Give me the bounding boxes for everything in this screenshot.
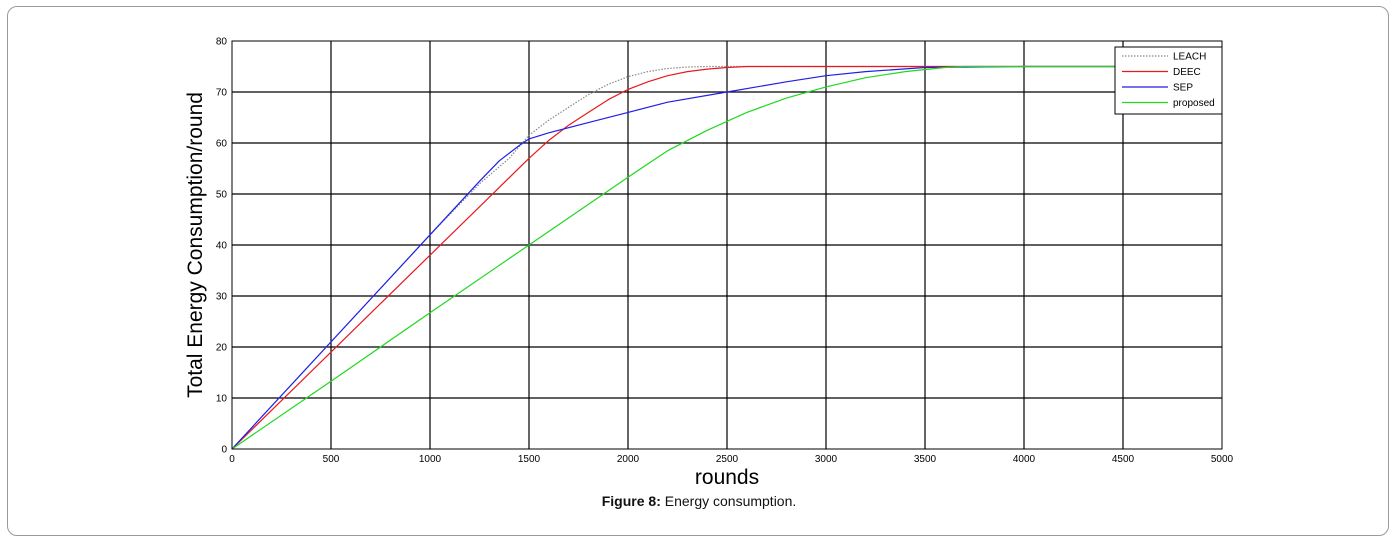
y-axis-label: Total Energy Consumption/round — [184, 92, 207, 398]
grid-lines — [232, 41, 1222, 449]
axis-ticks: 0 500 1000 1500 2000 2500 3000 3500 4000 4500 5000… — [216, 37, 1234, 466]
x-tick-label: 3000 — [815, 454, 838, 465]
x-tick-label: 2000 — [617, 454, 640, 465]
legend-label: LEACH — [1173, 52, 1206, 63]
y-tick-label: 60 — [216, 139, 228, 150]
y-tick-label: 0 — [221, 445, 227, 456]
x-tick-label: 4000 — [1013, 454, 1036, 465]
y-tick-label: 10 — [216, 394, 228, 405]
x-tick-label: 5000 — [1211, 454, 1234, 465]
x-tick-label: 4500 — [1112, 454, 1135, 465]
x-axis-label: rounds — [695, 466, 759, 489]
y-tick-label: 40 — [216, 241, 228, 252]
series-line-sep — [231, 65, 1222, 450]
x-tick-label: 1000 — [419, 454, 442, 465]
y-tick-label: 80 — [216, 37, 228, 48]
x-tick-label: 2500 — [716, 454, 739, 465]
plot-area-border — [231, 40, 1223, 450]
x-tick-label: 0 — [229, 454, 235, 465]
y-tick-label: 30 — [216, 292, 228, 303]
x-tick-label: 500 — [323, 454, 340, 465]
series-lines — [231, 65, 1222, 450]
legend-label: DEEC — [1173, 67, 1201, 78]
x-tick-label: 3500 — [914, 454, 937, 465]
series-line-deec — [231, 65, 1222, 450]
x-tick-label: 1500 — [518, 454, 541, 465]
caption-label: Figure 8: — [601, 493, 661, 509]
legend: LEACH DEEC SEP proposed — [1114, 46, 1223, 115]
figure-caption: Figure 8: Energy consumption. — [0, 493, 1398, 509]
y-tick-label: 20 — [216, 343, 228, 354]
y-tick-label: 70 — [216, 88, 228, 99]
caption-text: Energy consumption. — [660, 493, 797, 509]
series-line-proposed — [231, 65, 1222, 450]
legend-label: SEP — [1173, 83, 1193, 94]
y-tick-label: 50 — [216, 190, 228, 201]
legend-label: proposed — [1173, 98, 1215, 109]
